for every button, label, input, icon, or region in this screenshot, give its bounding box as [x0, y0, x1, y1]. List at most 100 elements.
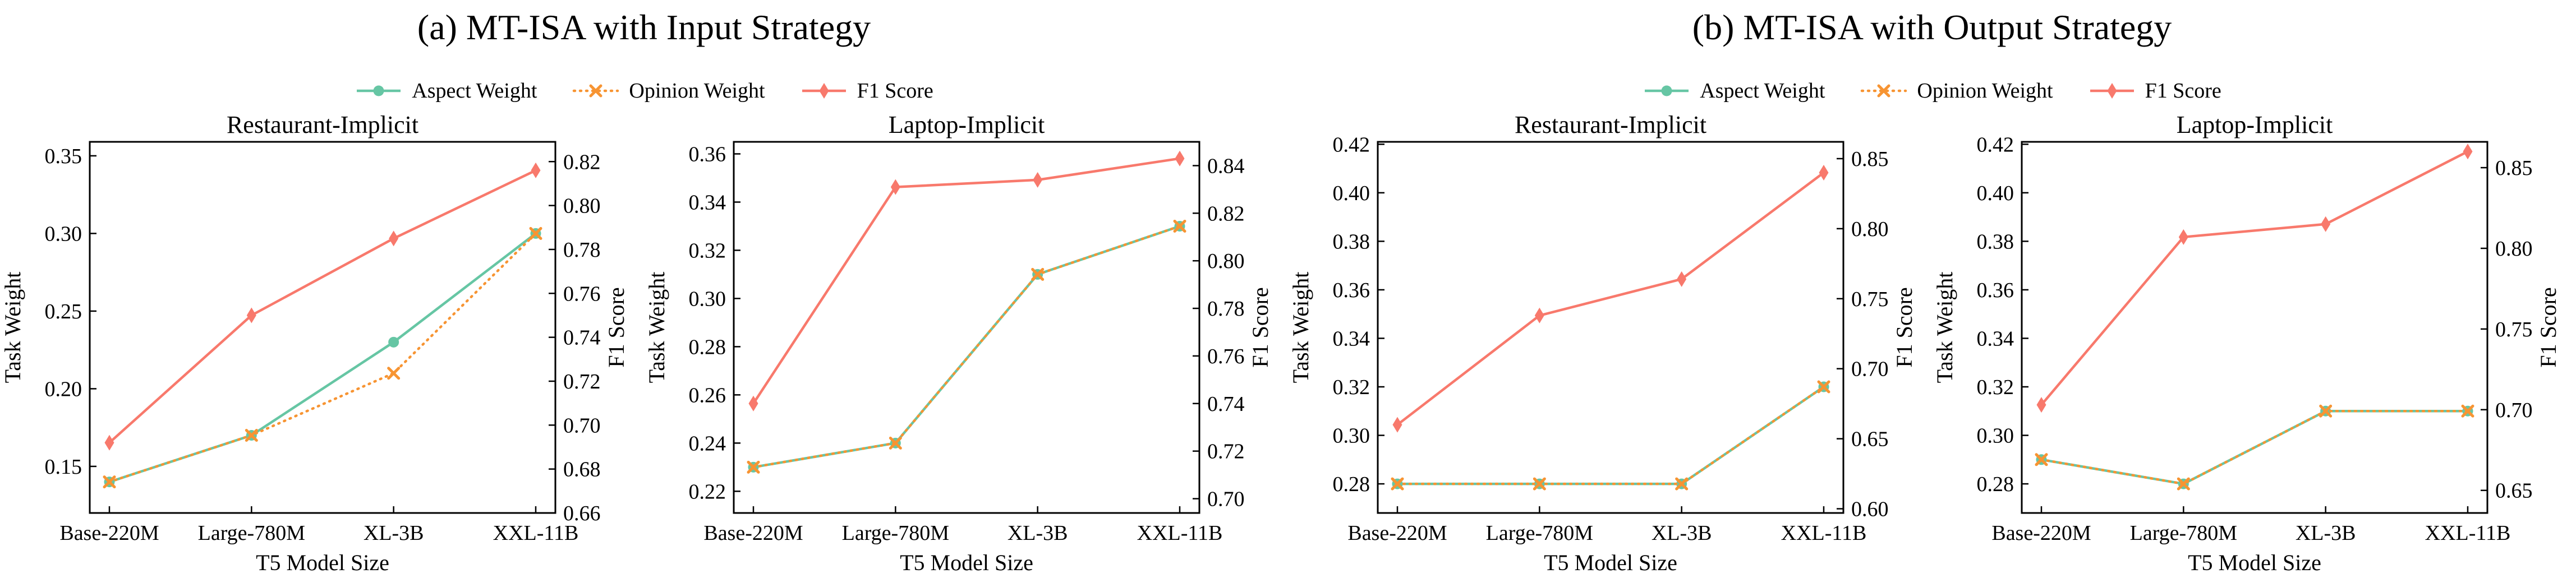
x-tick-label: Base-220M — [1347, 521, 1447, 545]
opinion-marker — [2461, 404, 2474, 418]
legend-label: Aspect Weight — [1700, 79, 1825, 103]
left-tick-label: 0.22 — [689, 480, 726, 503]
opinion-marker — [1173, 219, 1186, 233]
left-tick-label: 0.30 — [1333, 424, 1370, 448]
right-tick-label: 0.65 — [1851, 428, 1889, 451]
right-tick-label: 0.75 — [2495, 318, 2533, 341]
left-tick-label: 0.35 — [45, 145, 82, 168]
f1-marker — [819, 83, 829, 99]
f1-score-marker-icon — [802, 83, 846, 99]
f1-marker — [2463, 144, 2473, 160]
chart-laptop-implicit-output: Laptop-Implicit 0.28 0.30 0.32 0.34 0.36 0.38 0… — [1932, 111, 2561, 575]
f1-line — [108, 169, 536, 444]
opinion-marker — [529, 226, 542, 240]
opinion-marker — [589, 84, 602, 98]
left-tick-label: 0.42 — [1333, 133, 1370, 156]
legend-item-opinion-weight: Opinion Weight — [572, 78, 765, 103]
left-tick-label: 0.28 — [1977, 473, 2014, 496]
x-tick-label: Base-220M — [1991, 521, 2091, 545]
f1-marker — [1175, 150, 1185, 167]
chart-laptop-implicit-input: Laptop-Implicit 0.22 0.24 0.26 0.28 0.30 0.32 0… — [644, 111, 1273, 575]
f1-marker — [2178, 229, 2188, 245]
left-tick-label: 0.20 — [45, 377, 82, 401]
right-axis-label: F1 Score — [1892, 287, 1917, 367]
f1-line — [752, 157, 1180, 405]
x-tick-label: XL-3B — [2296, 521, 2356, 545]
f1-marker — [531, 162, 541, 178]
aspect-line — [753, 225, 1180, 469]
right-tick-label: 0.74 — [563, 326, 601, 350]
right-tick-label: 0.75 — [1851, 288, 1889, 311]
right-tick-label: 0.65 — [2495, 479, 2533, 503]
opinion-marker — [387, 367, 401, 380]
right-tick-label: 0.70 — [563, 414, 601, 437]
left-axis-label: Task Weight — [644, 272, 669, 383]
legend-item-aspect-weight: Aspect Weight — [355, 78, 537, 103]
f1-marker — [890, 179, 900, 195]
f1-score-marker-icon — [2090, 83, 2134, 99]
opinion-weight-marker-icon — [573, 84, 619, 98]
plot-frame — [733, 141, 1200, 514]
left-tick-label: 0.34 — [689, 191, 726, 214]
legend-label: Aspect Weight — [412, 79, 537, 103]
aspect-weight-marker-icon — [1645, 85, 1689, 96]
panel-b-legend: Aspect Weight Opinion Weight F1 Score — [1288, 76, 2576, 105]
chart-restaurant-implicit-input: Restaurant-Implicit 0.15 0.20 0.25 0.30 0.35 0… — [0, 111, 629, 575]
left-tick-label: 0.15 — [45, 455, 82, 479]
opinion-marker — [747, 460, 760, 474]
left-tick-label: 0.32 — [1333, 376, 1370, 399]
opinion-line — [2040, 410, 2469, 485]
f1-marker — [2321, 216, 2331, 232]
legend-item-aspect-weight: Aspect Weight — [1643, 78, 1825, 103]
left-tick-label: 0.32 — [689, 239, 726, 262]
x-tick-label: Base-220M — [59, 521, 159, 545]
chart-restaurant-implicit-output: Restaurant-Implicit 0.28 0.30 0.32 0.34 0.36 0… — [1288, 111, 1917, 575]
right-tick-label: 0.78 — [563, 238, 601, 262]
legend-item-opinion-weight: Opinion Weight — [1860, 78, 2053, 103]
x-tick-label: XXL-11B — [1781, 521, 1867, 545]
f1-marker — [1819, 164, 1829, 181]
right-tick-label: 0.76 — [563, 282, 601, 306]
subplot-title: Restaurant-Implicit — [227, 111, 418, 138]
left-tick-label: 0.42 — [1977, 133, 2014, 156]
left-tick-label: 0.34 — [1333, 327, 1370, 350]
left-tick-label: 0.24 — [689, 432, 726, 455]
aspect-line — [109, 232, 537, 483]
panel-a-subplots: Restaurant-Implicit 0.15 0.20 0.25 0.30 0.35 0… — [0, 107, 1288, 578]
left-tick-label: 0.34 — [1977, 327, 2014, 350]
opinion-line — [108, 232, 537, 483]
subplot-title: Laptop-Implicit — [889, 111, 1045, 138]
right-tick-label: 0.70 — [1207, 488, 1245, 511]
left-tick-label: 0.30 — [1977, 424, 2014, 448]
aspect-marker — [388, 336, 399, 348]
opinion-line — [752, 225, 1181, 469]
f1-marker — [1392, 417, 1402, 433]
opinion-line — [1396, 385, 1825, 485]
legend-item-f1-score: F1 Score — [800, 78, 933, 103]
opinion-marker — [2035, 453, 2048, 466]
left-tick-label: 0.26 — [689, 383, 726, 407]
x-tick-label: XL-3B — [364, 521, 424, 545]
x-tick-label: XL-3B — [1008, 521, 1068, 545]
f1-marker — [2036, 397, 2046, 413]
x-tick-label: Large-780M — [2130, 521, 2237, 545]
x-tick-label: Large-780M — [842, 521, 949, 545]
f1-line — [1396, 172, 1825, 426]
f1-marker — [748, 395, 758, 411]
left-tick-label: 0.36 — [1333, 279, 1370, 302]
right-tick-label: 0.80 — [563, 195, 601, 218]
f1-marker — [1677, 271, 1687, 287]
opinion-weight-marker-icon — [1861, 84, 1907, 98]
opinion-marker — [889, 436, 902, 450]
x-tick-label: Large-780M — [1486, 521, 1593, 545]
left-tick-label: 0.36 — [1977, 279, 2014, 302]
right-tick-label: 0.70 — [2495, 399, 2533, 422]
x-axis-label: T5 Model Size — [900, 550, 1033, 575]
opinion-marker — [1533, 477, 1546, 491]
panel-output-strategy: (b) MT-ISA with Output Strategy Aspect W… — [1288, 0, 2576, 578]
x-tick-label: XXL-11B — [2425, 521, 2511, 545]
x-axis-label: T5 Model Size — [1544, 550, 1677, 575]
left-tick-label: 0.38 — [1333, 230, 1370, 253]
left-tick-label: 0.40 — [1977, 182, 2014, 205]
right-tick-label: 0.78 — [1207, 297, 1245, 321]
